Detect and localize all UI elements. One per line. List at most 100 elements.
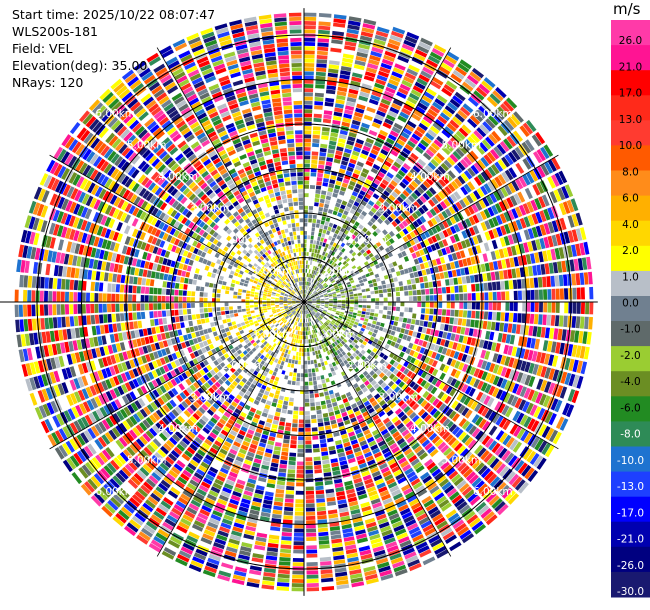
velocity-gate bbox=[306, 549, 318, 554]
velocity-gate bbox=[331, 227, 336, 233]
velocity-gate bbox=[151, 379, 159, 388]
velocity-gate bbox=[305, 436, 312, 441]
velocity-gate bbox=[275, 306, 280, 308]
velocity-gate bbox=[438, 499, 450, 509]
velocity-gate bbox=[526, 302, 531, 312]
velocity-gate bbox=[501, 291, 506, 301]
velocity-gate bbox=[255, 485, 265, 491]
velocity-gate bbox=[466, 336, 472, 345]
velocity-gate bbox=[414, 277, 420, 284]
velocity-gate bbox=[229, 383, 236, 390]
velocity-gate bbox=[392, 431, 400, 439]
velocity-gate bbox=[445, 509, 457, 519]
velocity-gate bbox=[509, 439, 519, 451]
velocity-gate bbox=[330, 246, 335, 251]
velocity-gate bbox=[35, 346, 42, 359]
velocity-gate bbox=[214, 425, 222, 432]
velocity-gate bbox=[70, 393, 78, 405]
velocity-gate bbox=[229, 534, 241, 541]
velocity-gate bbox=[515, 384, 524, 396]
velocity-gate bbox=[197, 387, 205, 395]
velocity-gate bbox=[457, 62, 470, 73]
velocity-gate bbox=[69, 438, 79, 451]
velocity-gate bbox=[389, 442, 398, 450]
velocity-gate bbox=[378, 245, 385, 251]
velocity-gate bbox=[429, 407, 438, 416]
velocity-gate bbox=[175, 351, 182, 359]
velocity-gate bbox=[414, 338, 420, 345]
velocity-gate bbox=[251, 358, 257, 364]
velocity-gate bbox=[501, 405, 510, 416]
velocity-gate bbox=[442, 220, 449, 229]
velocity-gate bbox=[278, 569, 290, 575]
velocity-gate bbox=[333, 559, 346, 565]
velocity-gate bbox=[288, 318, 292, 322]
velocity-gate bbox=[441, 316, 446, 323]
velocity-gate bbox=[379, 293, 384, 298]
velocity-gate bbox=[169, 399, 177, 408]
velocity-gate bbox=[151, 472, 162, 482]
velocity-gate bbox=[105, 367, 112, 378]
velocity-gate bbox=[382, 236, 388, 242]
velocity-gate bbox=[365, 404, 373, 411]
velocity-gate bbox=[342, 53, 354, 60]
velocity-gate bbox=[373, 286, 379, 291]
velocity-gate bbox=[179, 335, 185, 343]
velocity-gate bbox=[414, 509, 426, 518]
velocity-gate bbox=[432, 422, 441, 432]
velocity-gate bbox=[248, 474, 258, 481]
velocity-gate bbox=[348, 564, 361, 571]
velocity-gate bbox=[241, 325, 247, 330]
velocity-gate bbox=[312, 299, 316, 301]
velocity-gate bbox=[256, 316, 261, 320]
velocity-gate bbox=[304, 360, 308, 365]
velocity-gate bbox=[221, 311, 226, 316]
velocity-gate bbox=[134, 512, 146, 523]
velocity-gate bbox=[458, 418, 467, 428]
velocity-gate bbox=[167, 390, 175, 398]
velocity-gate bbox=[233, 370, 240, 377]
velocity-gate bbox=[162, 429, 171, 439]
velocity-gate bbox=[391, 71, 403, 79]
velocity-gate bbox=[347, 286, 353, 290]
velocity-gate bbox=[410, 365, 417, 372]
velocity-gate bbox=[339, 289, 345, 292]
velocity-gate bbox=[343, 359, 349, 365]
velocity-gate bbox=[246, 482, 256, 489]
velocity-gate bbox=[304, 364, 308, 369]
velocity-gate bbox=[571, 316, 577, 328]
velocity-gate bbox=[304, 352, 307, 357]
velocity-gate bbox=[298, 352, 302, 357]
velocity-gate bbox=[374, 313, 379, 317]
velocity-gate bbox=[292, 355, 296, 360]
velocity-gate bbox=[189, 384, 197, 392]
velocity-gate bbox=[362, 386, 368, 393]
velocity-gate bbox=[324, 346, 329, 352]
velocity-gate bbox=[389, 130, 399, 138]
velocity-gate bbox=[432, 513, 444, 523]
velocity-gate bbox=[372, 320, 377, 325]
velocity-gate bbox=[434, 492, 445, 502]
velocity-gate bbox=[268, 392, 275, 398]
velocity-gate bbox=[387, 481, 398, 489]
velocity-gate bbox=[319, 438, 327, 444]
velocity-gate bbox=[513, 290, 518, 300]
velocity-gate bbox=[535, 211, 543, 224]
velocity-gate bbox=[405, 420, 414, 428]
velocity-gate bbox=[343, 315, 348, 318]
velocity-gate bbox=[385, 186, 393, 194]
velocity-gate bbox=[132, 378, 140, 388]
velocity-gate bbox=[506, 135, 517, 147]
velocity-gate bbox=[409, 349, 415, 357]
velocity-gate bbox=[455, 147, 465, 158]
velocity-gate bbox=[295, 339, 299, 344]
velocity-gate bbox=[416, 126, 426, 135]
velocity-gate bbox=[61, 368, 69, 380]
velocity-gate bbox=[288, 401, 294, 406]
velocity-gate bbox=[305, 310, 308, 314]
velocity-gate bbox=[239, 550, 251, 557]
velocity-gate bbox=[319, 556, 332, 562]
velocity-gate bbox=[364, 141, 373, 148]
velocity-gate bbox=[393, 199, 401, 207]
velocity-gate bbox=[364, 358, 370, 364]
